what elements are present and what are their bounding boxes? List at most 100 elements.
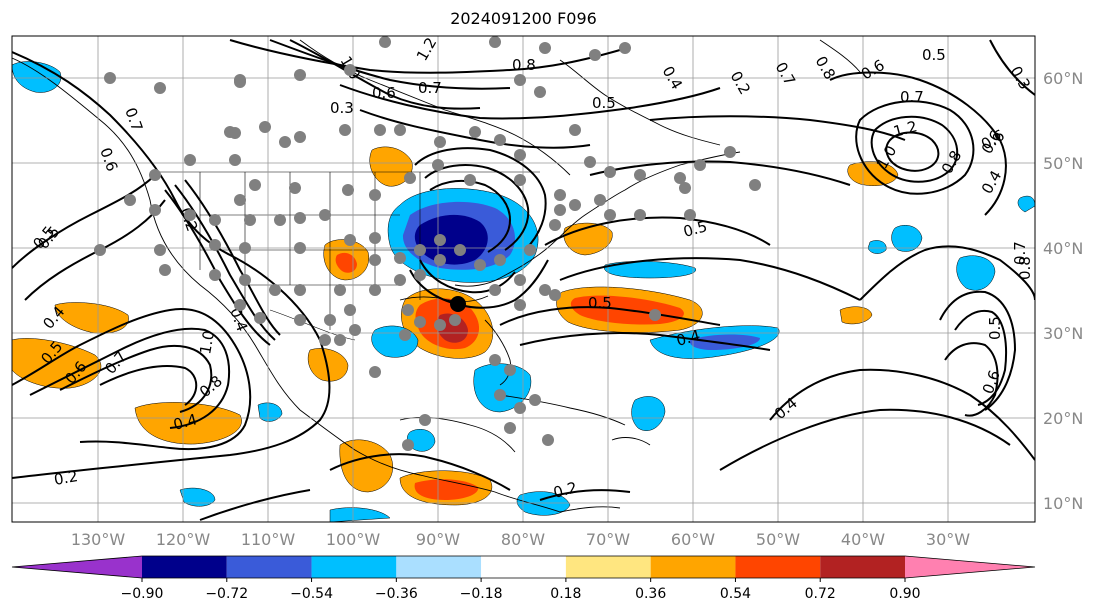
negative-anomaly-region — [956, 255, 996, 291]
colorbar-segment — [650, 556, 736, 578]
colorbar-tick-label: −0.18 — [460, 586, 503, 602]
contour-label: 1.2 — [891, 117, 919, 141]
station-dot — [149, 204, 161, 216]
colorbar: −0.90 −0.72 −0.54 −0.36 −0.18 0.18 0.36 0.54 0.7… — [11, 555, 1036, 602]
contour-label: 1.0 — [196, 329, 218, 356]
contour-label: 0.8 — [512, 56, 536, 74]
station-dot — [604, 209, 616, 221]
lon-tick-label: 60°W — [671, 530, 715, 549]
station-dot — [494, 134, 506, 146]
station-dot — [344, 234, 356, 246]
station-dot — [434, 319, 446, 331]
station-dot — [254, 312, 266, 324]
station-dot — [324, 314, 336, 326]
shaded-anomaly-fields — [12, 61, 1035, 522]
graticule — [12, 36, 1035, 522]
colorbar-tick-label: 0.54 — [720, 586, 751, 602]
colorbar-segment — [226, 556, 312, 578]
station-dot — [474, 259, 486, 271]
station-dot — [234, 74, 246, 86]
station-dot — [154, 244, 166, 256]
lat-tick-label: 60°N — [1043, 69, 1083, 88]
contour-label: 0.5 — [986, 316, 1004, 340]
station-dot — [124, 194, 136, 206]
colorbar-tick-label: −0.90 — [121, 586, 164, 602]
station-dot — [549, 289, 561, 301]
contour-label: 0.4 — [674, 326, 702, 350]
station-dot — [694, 159, 706, 171]
colorbar-segment — [142, 556, 227, 578]
negative-anomaly-region — [891, 225, 923, 252]
station-dot — [404, 172, 416, 184]
station-dot — [494, 389, 506, 401]
station-dot — [542, 434, 554, 446]
station-dot — [289, 182, 301, 194]
station-dot — [554, 189, 566, 201]
lon-tick-label: 110°W — [241, 530, 296, 549]
station-dot — [344, 64, 356, 76]
station-dot — [434, 136, 446, 148]
station-dot — [349, 324, 361, 336]
station-dot — [399, 329, 411, 341]
contour-label: 0.6 — [372, 84, 396, 102]
station-dot — [369, 189, 381, 201]
station-dot — [369, 254, 381, 266]
station-dot — [319, 209, 331, 221]
station-dot — [724, 146, 736, 158]
coastlines — [12, 39, 861, 513]
map-panel: 1.0 1.2 0.8 0.7 0.6 0.5 0.3 0.4 0.2 0.7 … — [12, 36, 1035, 522]
station-dot — [594, 194, 606, 206]
station-dot — [234, 299, 246, 311]
station-dot — [584, 156, 596, 168]
station-dot — [514, 274, 526, 286]
station-dot — [514, 174, 526, 186]
contour-label: 0.5 — [592, 94, 616, 112]
contour-label: 0.2 — [53, 467, 80, 489]
station-dots — [94, 36, 761, 451]
colorbar-extend-high — [905, 556, 1035, 578]
station-dot — [534, 86, 546, 98]
station-dot — [434, 254, 446, 266]
station-dot — [369, 232, 381, 244]
map-frame — [11, 35, 1036, 523]
station-dot — [234, 194, 246, 206]
lon-tick-label: 30°W — [926, 530, 970, 549]
negative-anomaly-region — [631, 396, 666, 431]
station-dot — [104, 72, 116, 84]
station-dot — [294, 314, 306, 326]
station-dot — [569, 124, 581, 136]
station-dot — [159, 264, 171, 276]
station-dot — [539, 42, 551, 54]
station-dot — [434, 234, 446, 246]
station-dot — [634, 209, 646, 221]
colorbar-segment — [396, 556, 482, 578]
station-dot — [679, 182, 691, 194]
station-dot — [549, 219, 561, 231]
station-dot — [554, 204, 566, 216]
contour-label: 0.7 — [900, 88, 924, 106]
negative-anomaly-region — [329, 507, 391, 522]
colorbar-segment — [481, 556, 566, 578]
station-dot — [514, 402, 526, 414]
negative-anomaly-region — [414, 214, 488, 265]
station-dot — [334, 334, 346, 346]
contour-label: 0.4 — [171, 410, 199, 434]
station-dot — [539, 284, 551, 296]
station-dot — [209, 269, 221, 281]
positive-anomaly-region — [134, 402, 242, 445]
colorbar-tick-label: −0.54 — [290, 586, 333, 602]
station-dot — [504, 364, 516, 376]
colorbar-extend-low — [12, 556, 142, 578]
station-dot — [279, 136, 291, 148]
low-center-marker — [450, 296, 466, 312]
station-dot — [244, 214, 256, 226]
station-dot — [294, 212, 306, 224]
station-dot — [504, 422, 516, 434]
latitude-axis: 60°N 50°N 40°N 30°N 20°N 10°N — [1043, 69, 1083, 513]
lon-tick-label: 40°W — [841, 530, 885, 549]
station-dot — [274, 214, 286, 226]
contour-label: 0.2 — [551, 478, 579, 502]
negative-anomaly-region — [1017, 195, 1035, 213]
colorbar-segment — [311, 556, 397, 578]
